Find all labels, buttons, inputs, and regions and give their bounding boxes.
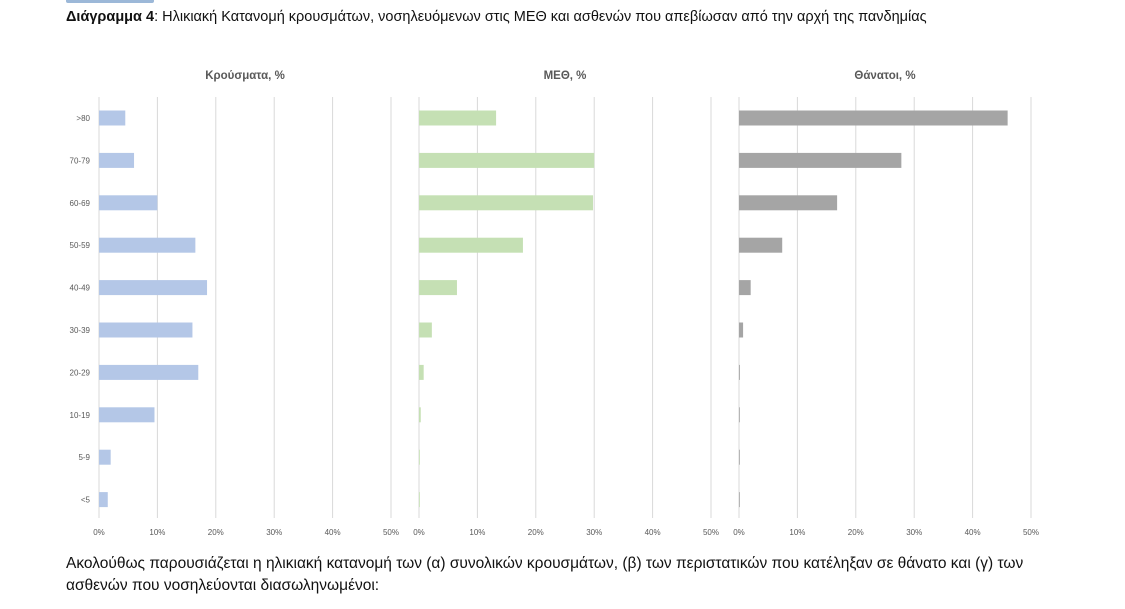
bar-5-9 bbox=[739, 449, 740, 465]
bar-10-19 bbox=[419, 407, 421, 423]
bar-20-29 bbox=[419, 364, 424, 380]
bar-<5 bbox=[99, 492, 108, 508]
bar-10-19 bbox=[99, 407, 155, 423]
y-category-label: 50-59 bbox=[70, 241, 91, 250]
bar-20-29 bbox=[739, 364, 740, 380]
chart-title: ΜΕΘ, % bbox=[544, 70, 587, 82]
bar-5-9 bbox=[99, 449, 111, 465]
bar-40-49 bbox=[739, 280, 751, 296]
bar-70-79 bbox=[419, 152, 595, 168]
x-tick-label: 20% bbox=[528, 528, 544, 537]
x-tick-label: 40% bbox=[645, 528, 661, 537]
bar-20-29 bbox=[99, 364, 199, 380]
y-category-label: 20-29 bbox=[70, 368, 91, 377]
x-tick-label: 30% bbox=[906, 528, 922, 537]
highlight-strip bbox=[66, 0, 154, 3]
bar-40-49 bbox=[99, 280, 208, 296]
chart-title: Κρούσματα, % bbox=[205, 70, 285, 82]
chart-title: Θάνατοι, % bbox=[854, 70, 915, 82]
figure-caption: Διάγραμμα 4: Ηλικιακή Κατανομή κρουσμάτω… bbox=[66, 9, 927, 25]
x-tick-label: 0% bbox=[413, 528, 425, 537]
bar-10-19 bbox=[739, 407, 740, 423]
bar-60-69 bbox=[739, 195, 838, 211]
x-tick-label: 10% bbox=[149, 528, 165, 537]
bar-<5 bbox=[739, 492, 740, 508]
x-tick-label: 20% bbox=[208, 528, 224, 537]
bar-<5 bbox=[419, 492, 420, 508]
caption-label: Διάγραμμα 4 bbox=[66, 9, 155, 25]
y-category-label: >80 bbox=[76, 114, 90, 123]
bar-60-69 bbox=[419, 195, 594, 211]
x-tick-label: 30% bbox=[586, 528, 602, 537]
x-tick-label: 50% bbox=[383, 528, 399, 537]
x-tick-label: 10% bbox=[469, 528, 485, 537]
y-category-label: 10-19 bbox=[70, 411, 91, 420]
bar->80 bbox=[419, 110, 497, 126]
chart-area: Κρούσματα, % 0% 10% 20% 30% 40% 50% >80 70-79 60-… bbox=[70, 70, 1039, 537]
chart-panel-3: Θάνατοι, % 0% 10% 20% 30% 40% 50% bbox=[733, 70, 1039, 537]
chart-panel-2: ΜΕΘ, % 0% 10% 20% 30% 40% 50% bbox=[413, 70, 719, 537]
y-category-label: <5 bbox=[81, 496, 91, 505]
y-category-label: 60-69 bbox=[70, 199, 91, 208]
bar-40-49 bbox=[419, 280, 457, 296]
bar->80 bbox=[739, 110, 1008, 126]
x-tick-label: 10% bbox=[789, 528, 805, 537]
x-tick-label: 40% bbox=[325, 528, 341, 537]
x-tick-label: 50% bbox=[1023, 528, 1039, 537]
x-tick-label: 50% bbox=[703, 528, 719, 537]
caption-text: : Ηλικιακή Κατανομή κρουσμάτων, νοσηλευό… bbox=[154, 9, 927, 25]
y-category-label: 70-79 bbox=[70, 156, 91, 165]
bar-50-59 bbox=[99, 237, 196, 253]
bar->80 bbox=[99, 110, 126, 126]
body-paragraph: Ακολούθως παρουσιάζεται η ηλικιακή καταν… bbox=[66, 555, 1024, 594]
bar-50-59 bbox=[419, 237, 523, 253]
bar-70-79 bbox=[739, 152, 902, 168]
bar-5-9 bbox=[419, 449, 420, 465]
x-tick-label: 40% bbox=[965, 528, 981, 537]
bar-30-39 bbox=[419, 322, 432, 338]
y-category-label: 5-9 bbox=[78, 453, 90, 462]
bar-50-59 bbox=[739, 237, 783, 253]
bar-30-39 bbox=[99, 322, 193, 338]
chart-panel-1: Κρούσματα, % 0% 10% 20% 30% 40% 50% >80 70-79 60-… bbox=[70, 70, 399, 537]
x-tick-label: 0% bbox=[733, 528, 745, 537]
y-category-label: 30-39 bbox=[70, 326, 91, 335]
y-category-label: 40-49 bbox=[70, 284, 91, 293]
x-tick-label: 30% bbox=[266, 528, 282, 537]
x-tick-label: 0% bbox=[93, 528, 105, 537]
bar-70-79 bbox=[99, 152, 135, 168]
bar-30-39 bbox=[739, 322, 744, 338]
x-tick-label: 20% bbox=[848, 528, 864, 537]
bar-60-69 bbox=[99, 195, 158, 211]
